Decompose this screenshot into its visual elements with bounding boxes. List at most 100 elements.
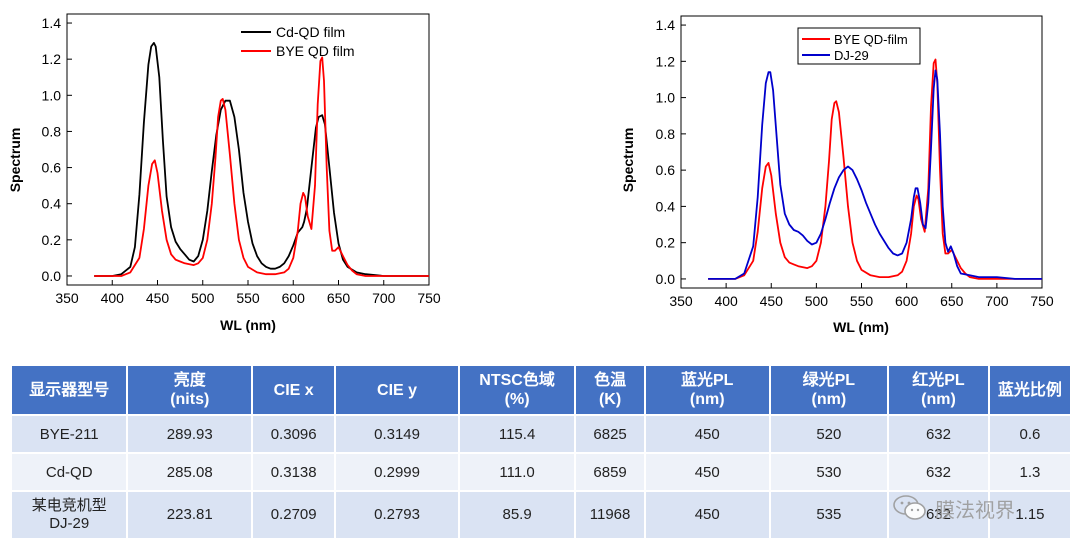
x-tick-label: 550 (236, 290, 260, 306)
header-cct: 色温 (K) (576, 366, 644, 414)
legend: BYE QD-film DJ-29 (797, 27, 921, 65)
x-tick-label: 550 (850, 293, 874, 309)
y-tick-label: 0.2 (656, 235, 676, 251)
header-green-pl: 绿光PL (nm) (770, 366, 888, 414)
y-tick-label: 0.8 (656, 126, 676, 142)
x-tick-label: 400 (714, 293, 738, 309)
cell-red-pl: 632 (889, 454, 988, 490)
cell-blue-pl: 450 (645, 492, 769, 538)
y-tick-label: 0.4 (42, 196, 62, 212)
y-tick-label: 1.2 (656, 53, 676, 69)
cell-green-pl: 520 (770, 416, 888, 452)
x-tick-label: 700 (372, 290, 396, 306)
x-tick-label: 400 (101, 290, 125, 306)
legend-box (797, 27, 921, 65)
cell-cie-y: 0.3149 (336, 416, 458, 452)
series-group (94, 42, 429, 277)
header-blue-pl: 蓝光PL (nm) (645, 366, 769, 414)
table-header-row: 显示器型号 亮度 (nits) CIE x CIE y NTSC色域 (%) 色温(… (12, 366, 1070, 414)
x-tick-label: 600 (282, 290, 306, 306)
comparison-table: 显示器型号 亮度 (nits) CIE x CIE y NTSC色域 (%) 色温(… (10, 364, 1072, 540)
header-model: 显示器型号 (12, 366, 127, 414)
x-tick-label: 600 (895, 293, 919, 309)
x-tick-label: 450 (760, 293, 784, 309)
y-tick-label: 0.2 (42, 232, 62, 248)
cell-cie-x: 0.3096 (253, 416, 335, 452)
x-tick-label: 350 (55, 290, 79, 306)
cell-cct: 6825 (576, 416, 644, 452)
cell-cct: 11968 (576, 492, 644, 538)
series-group (708, 58, 1042, 280)
cell-ntsc: 111.0 (459, 454, 575, 490)
chart-right: 350 400 450 500 550 600 650 700 750 0.0 0.2 0.4 0.6 0… (620, 15, 1054, 335)
cell-blue-ratio: 0.6 (989, 416, 1070, 452)
header-brightness: 亮度 (nits) (128, 366, 252, 414)
y-tick-label: 1.0 (42, 87, 62, 103)
y-tick-label: 0.6 (656, 162, 676, 178)
header-blue-ratio: 蓝光比例 (989, 366, 1070, 414)
x-tick-label: 500 (805, 293, 829, 309)
cell-blue-ratio: 1.15 (989, 492, 1070, 538)
chart-left: 350 400 450 500 550 600 650 700 750 0.0 0.2 0.4 0.6 0… (7, 13, 441, 333)
series-bye-qd-film (94, 56, 429, 277)
cell-blue-pl: 450 (645, 454, 769, 490)
series-cd-qd-film (94, 42, 429, 277)
cell-model: 某电竞机型 DJ-29 (12, 492, 127, 538)
axis-ticks: 350 400 450 500 550 600 650 700 750 0.0 0.2 0.4 0.6 0… (42, 15, 441, 306)
cell-green-pl: 535 (770, 492, 888, 538)
table-row: 某电竞机型 DJ-29 223.81 0.2709 0.2793 85.9 119… (12, 492, 1070, 538)
y-tick-label: 1.4 (656, 17, 676, 33)
y-tick-label: 0.4 (656, 198, 676, 214)
header-red-pl: 红光PL (nm) (889, 366, 988, 414)
legend-label-bye: BYE QD-film (834, 32, 908, 47)
x-axis-label: WL (nm) (833, 319, 889, 335)
legend-label-bye: BYE QD film (276, 43, 355, 59)
cell-cie-x: 0.2709 (253, 492, 335, 538)
cell-cie-x: 0.3138 (253, 454, 335, 490)
y-tick-label: 1.0 (656, 90, 676, 106)
y-axis-label: Spectrum (620, 128, 636, 193)
y-tick-label: 0.8 (42, 123, 62, 139)
series-bye-qd-film (708, 58, 1042, 280)
cell-green-pl: 530 (770, 454, 888, 490)
cell-cie-y: 0.2793 (336, 492, 458, 538)
cell-model: Cd-QD (12, 454, 127, 490)
cell-brightness: 285.08 (128, 454, 252, 490)
cell-ntsc: 115.4 (459, 416, 575, 452)
x-tick-label: 650 (940, 293, 964, 309)
watermark: 膜法视界 (893, 493, 1015, 523)
x-tick-label: 350 (669, 293, 693, 309)
cell-model: BYE-211 (12, 416, 127, 452)
y-tick-label: 1.4 (42, 15, 62, 31)
x-axis-label: WL (nm) (220, 317, 276, 333)
cell-blue-ratio: 1.3 (989, 454, 1070, 490)
series-dj-29 (708, 69, 1042, 280)
x-tick-label: 700 (985, 293, 1009, 309)
cell-cie-y: 0.2999 (336, 454, 458, 490)
legend-label-dj29: DJ-29 (834, 48, 869, 63)
header-cie-y: CIE y (336, 366, 458, 414)
y-tick-label: 0.0 (42, 268, 62, 284)
cell-brightness: 223.81 (128, 492, 252, 538)
header-cie-x: CIE x (253, 366, 335, 414)
cell-blue-pl: 450 (645, 416, 769, 452)
cell-brightness: 289.93 (128, 416, 252, 452)
y-axis-label: Spectrum (7, 128, 23, 193)
watermark-text: 膜法视界 (935, 499, 1015, 522)
wechat-icon (893, 495, 926, 520)
header-ntsc: NTSC色域 (%) (459, 366, 575, 414)
y-tick-label: 0.0 (656, 271, 676, 287)
x-tick-label: 500 (191, 290, 215, 306)
comparison-table-wrap: 显示器型号 亮度 (nits) CIE x CIE y NTSC色域 (%) 色温(… (10, 364, 1072, 540)
legend-label-cd-qd: Cd-QD film (276, 24, 345, 40)
y-tick-label: 0.6 (42, 160, 62, 176)
table-row: BYE-211 289.93 0.3096 0.3149 115.4 6825 … (12, 416, 1070, 452)
axis-ticks: 350 400 450 500 550 600 650 700 750 0.0 0.2 0.4 0.6 0… (656, 17, 1054, 309)
table-row: Cd-QD 285.08 0.3138 0.2999 111.0 6859 45… (12, 454, 1070, 490)
x-tick-label: 750 (1030, 293, 1054, 309)
plot-frame (66, 13, 430, 286)
x-tick-label: 750 (417, 290, 441, 306)
cell-red-pl: 632 (889, 416, 988, 452)
legend: Cd-QD film BYE QD film (241, 24, 355, 59)
x-tick-label: 650 (327, 290, 351, 306)
